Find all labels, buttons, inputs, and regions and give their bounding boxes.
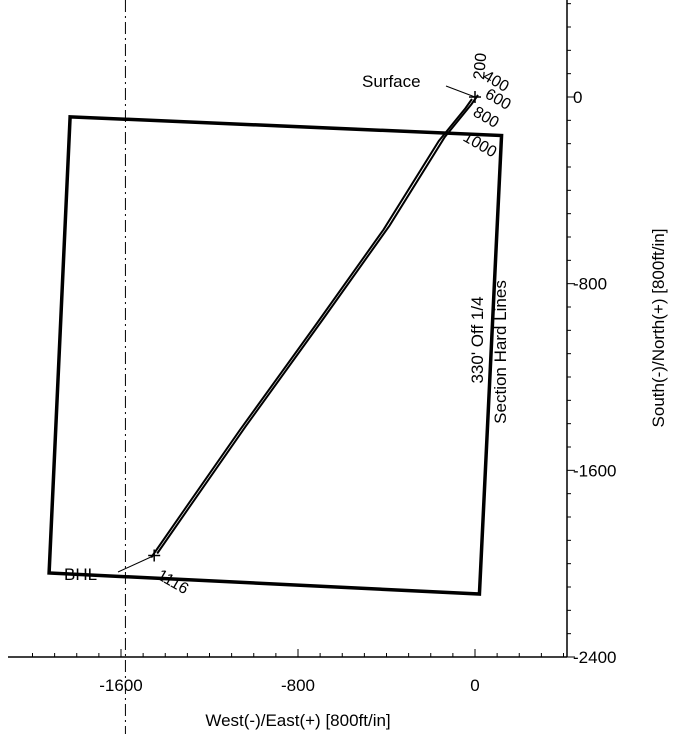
bhl-leader <box>117 555 155 573</box>
section-label-line2: Section Hard Lines <box>491 280 510 424</box>
section-boundary <box>47 115 504 596</box>
x-tick-label: -1600 <box>99 676 142 695</box>
x-minor-ticks <box>32 649 564 657</box>
surface-leader <box>445 85 476 98</box>
y-tick-label: -2400 <box>573 648 616 667</box>
x-tick-label: -800 <box>281 676 315 695</box>
x-tick-label: 0 <box>470 676 479 695</box>
well-path-outline <box>156 94 479 555</box>
well-path <box>150 98 473 559</box>
section-label-line1: 330' Off 1/4 <box>468 296 487 383</box>
y-tick-label: -800 <box>573 275 607 294</box>
y-tick-label: 0 <box>573 88 582 107</box>
md-label-200: 200 <box>471 52 490 80</box>
bhl-label: BHL <box>64 565 97 584</box>
y-axis-title: South(-)/North(+) [800ft/in] <box>649 229 668 428</box>
surface-label: Surface <box>362 72 421 91</box>
x-axis-title: West(-)/East(+) [800ft/in] <box>205 711 390 730</box>
bhl-marker <box>148 549 161 562</box>
surface-marker <box>469 91 481 103</box>
y-minor-ticks <box>567 3 575 658</box>
y-tick-label: -1600 <box>573 461 616 480</box>
md-label-1116: 1116 <box>154 567 191 598</box>
